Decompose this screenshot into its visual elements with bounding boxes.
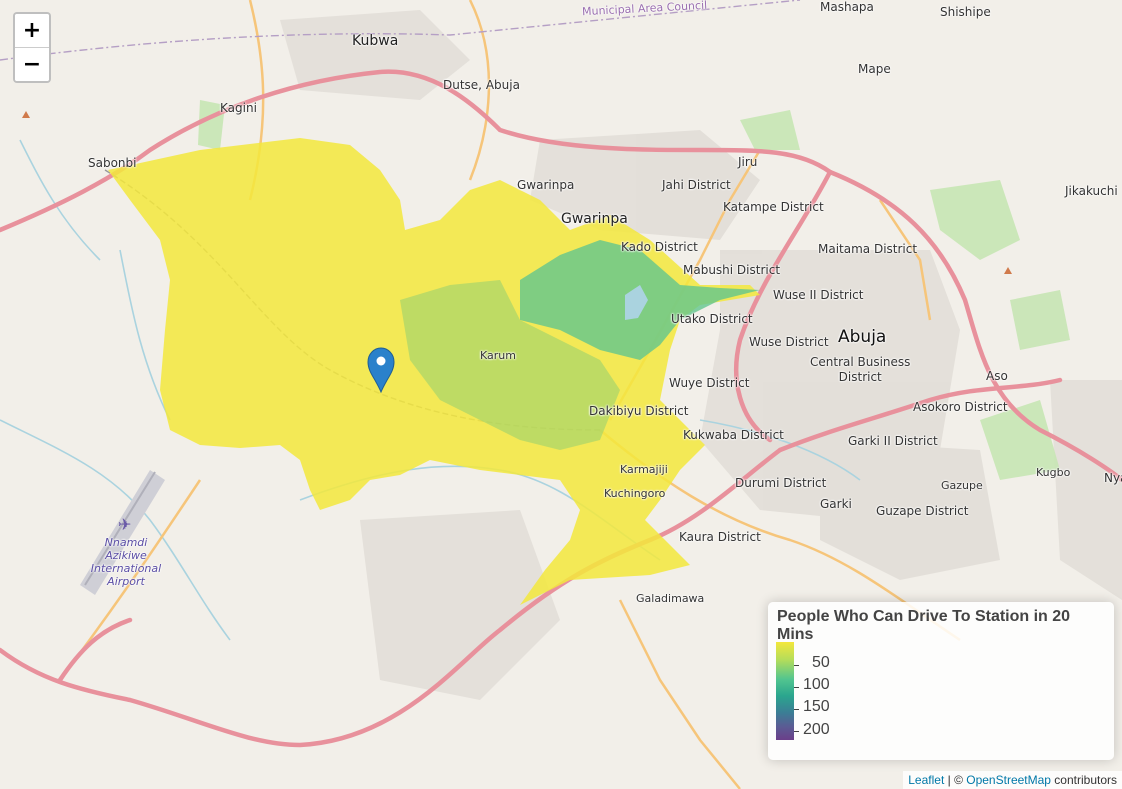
label-karum: Karum [480,349,516,362]
label-kubwa: Kubwa [352,33,399,49]
label-durumi: Durumi District [735,476,827,490]
label-jahi: Jahi District [662,178,731,192]
peak-marker [22,111,30,118]
label-jikakuchi: Jikakuchi [1065,184,1118,198]
label-aso: Aso [986,369,1008,383]
legend-title: People Who Can Drive To Station in 20 Mi… [777,608,1071,643]
label-gazupe: Gazupe [941,479,983,492]
legend-tick-mark [794,709,799,710]
urban-areas [280,10,1122,700]
label-shishipe: Shishipe [940,5,991,19]
leaflet-link[interactable]: Leaflet [908,773,945,787]
osm-link[interactable]: OpenStreetMap [966,773,1051,787]
label-karmajiji: Karmajiji [620,463,668,476]
attribution-separator: | © [944,773,967,787]
label-wuye: Wuye District [669,376,750,390]
label-katampe: Katampe District [723,200,824,214]
label-garki: Garki [820,497,852,511]
label-jiru: Jiru [738,155,758,169]
label-dakibiyu: Dakibiyu District [589,404,689,418]
attribution: Leaflet | © OpenStreetMap contributors [903,771,1122,789]
label-kugbo: Kugbo [1036,466,1071,479]
label-asokoro: Asokoro District [913,400,1008,414]
legend-tick-50: 50 [812,654,830,671]
label-abuja: Abuja [838,327,887,347]
label-mabushi: Mabushi District [683,263,781,277]
label-airport: Nnamdi Azikiwe International Airport [90,536,162,588]
airplane-icon: ✈ [118,515,131,534]
park-areas [198,100,1070,480]
legend-tick-100: 100 [803,676,830,693]
label-kukwaba: Kukwaba District [683,428,784,442]
zoom-out-button[interactable]: − [15,47,49,81]
label-kado: Kado District [621,240,698,254]
legend-color-scale [776,642,794,740]
admin-boundary [0,0,801,61]
label-gwarinpa: Gwarinpa [561,211,628,227]
attribution-suffix: contributors [1050,773,1117,787]
label-mashapa: Mashapa [820,0,874,14]
label-wuse2: Wuse II District [773,288,864,302]
legend-tick-mark [794,665,799,666]
legend-tick-mark [794,687,799,688]
legend-tick-200: 200 [803,721,830,738]
station-marker[interactable] [367,347,395,394]
label-mape: Mape [858,62,891,76]
label-kagini: Kagini [220,101,257,115]
label-cbd: Central Business District [810,355,911,384]
label-utako: Utako District [671,312,753,326]
peak-marker [1004,267,1012,274]
catchment-mid-density [400,280,620,450]
label-dutse: Dutse, Abuja [443,78,520,92]
label-wuse: Wuse District [749,335,829,349]
label-kuchingoro: Kuchingoro [604,487,666,500]
zoom-control: + − [13,12,51,83]
label-sabonbi: Sabonbi [88,156,137,170]
label-guzape: Guzape District [876,504,969,518]
lake [625,285,648,320]
legend-tick-150: 150 [803,698,830,715]
legend-tick-mark [794,731,799,732]
label-nya: Nya [1104,471,1122,485]
label-garki2: Garki II District [848,434,938,448]
label-galadimawa: Galadimawa [636,592,705,605]
airport-runway [80,470,165,595]
label-gwarinpa-small: Gwarinpa [517,178,575,192]
label-kaura: Kaura District [679,530,761,544]
label-maitama: Maitama District [818,242,918,256]
zoom-in-button[interactable]: + [15,14,49,47]
legend: People Who Can Drive To Station in 20 Mi… [768,602,1114,760]
